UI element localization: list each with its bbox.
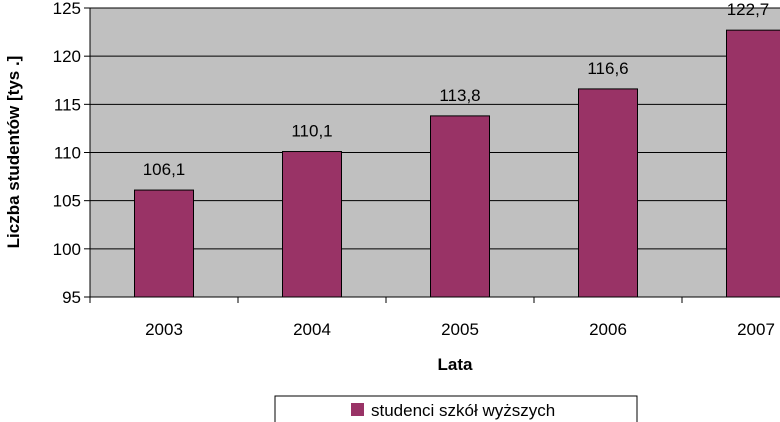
x-tick-label: 2005 <box>441 320 479 339</box>
y-axis-title: Liczba studentów [tys .] <box>4 56 23 249</box>
bar <box>134 189 194 298</box>
y-tick-label: 100 <box>53 240 81 259</box>
x-tick-label: 2003 <box>145 320 183 339</box>
bar <box>726 29 780 298</box>
bar <box>282 151 342 298</box>
x-tick-label: 2004 <box>293 320 331 339</box>
y-tick-label: 110 <box>54 144 81 163</box>
y-tick-label: 115 <box>54 95 81 114</box>
legend: studenci szkół wyższych <box>274 395 638 422</box>
y-tick-label: 120 <box>53 47 81 66</box>
bar <box>578 88 638 298</box>
data-label: 110,1 <box>291 122 332 141</box>
x-tick-label: 2006 <box>589 320 627 339</box>
y-axis: 95 100 105 110 115 120 125 <box>53 0 91 307</box>
y-tick-label: 105 <box>53 192 81 211</box>
x-axis: 2003 2004 2005 2006 2007 <box>89 296 780 339</box>
data-label: 116,6 <box>587 59 628 78</box>
data-labels: 106,1 110,1 113,8 116,6 122,7 <box>143 0 770 179</box>
bar <box>430 115 490 298</box>
legend-box <box>274 395 638 422</box>
data-label: 106,1 <box>143 160 186 179</box>
legend-label: studenci szkół wyższych <box>371 401 555 420</box>
x-axis-title: Lata <box>438 355 474 374</box>
y-tick-label: 125 <box>53 0 81 18</box>
x-tick-label: 2007 <box>737 320 775 339</box>
bars <box>134 29 780 298</box>
data-label: 122,7 <box>727 0 770 19</box>
legend-swatch <box>351 403 364 416</box>
y-tick-label: 95 <box>62 288 81 307</box>
data-label: 113,8 <box>439 86 480 105</box>
